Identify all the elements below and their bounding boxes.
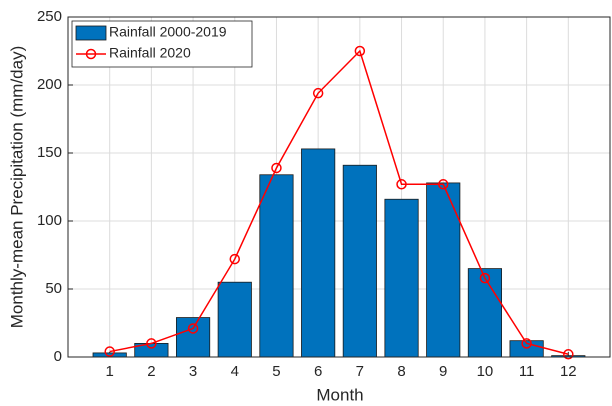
- x-tick-label: 3: [189, 363, 197, 380]
- x-tick-label: 9: [439, 363, 447, 380]
- marker: [271, 162, 282, 174]
- x-tick-label: 12: [560, 363, 577, 380]
- marker: [229, 253, 241, 265]
- axes-box: [67, 16, 611, 358]
- x-tick-label: 1: [106, 363, 114, 380]
- bar: [384, 198, 419, 358]
- x-axis-label: Month: [316, 385, 363, 404]
- legend-label: Rainfall 2020: [109, 45, 191, 61]
- bar: [301, 148, 336, 358]
- x-tick-label: 7: [356, 363, 364, 380]
- plot-area: [68, 17, 610, 357]
- line: [109, 49, 569, 356]
- marker: [563, 349, 574, 360]
- bar: [217, 281, 252, 358]
- marker: [396, 179, 407, 190]
- marker: [312, 87, 324, 99]
- marker: [521, 338, 532, 349]
- bar: [426, 182, 461, 358]
- y-tick-label: 0: [54, 348, 62, 365]
- x-tick-label: 8: [397, 363, 405, 380]
- marker: [354, 45, 366, 57]
- bar: [342, 164, 377, 358]
- legend-label: Rainfall 2000-2019: [109, 24, 227, 40]
- x-tick-label: 4: [231, 363, 239, 380]
- y-tick-label: 100: [37, 212, 62, 229]
- marker: [437, 179, 449, 190]
- y-tick-label: 200: [37, 76, 62, 93]
- y-axis-label: Monthly-mean Precipitation (mm/day): [7, 46, 26, 328]
- marker: [187, 323, 199, 334]
- y-tick-label: 250: [37, 8, 62, 25]
- marker: [104, 346, 115, 357]
- marker: [479, 272, 491, 284]
- legend-swatch: [75, 25, 107, 41]
- marker: [146, 338, 157, 349]
- bar: [259, 174, 294, 358]
- y-tick-label: 150: [37, 144, 62, 161]
- x-tick-label: 11: [519, 363, 535, 380]
- x-tick-label: 10: [477, 363, 494, 380]
- y-tick-label: 50: [45, 280, 62, 297]
- legend-marker: [85, 48, 97, 60]
- x-tick-label: 5: [272, 363, 280, 380]
- x-tick-label: 6: [314, 363, 322, 380]
- x-tick-label: 2: [147, 363, 155, 380]
- bar: [467, 268, 503, 358]
